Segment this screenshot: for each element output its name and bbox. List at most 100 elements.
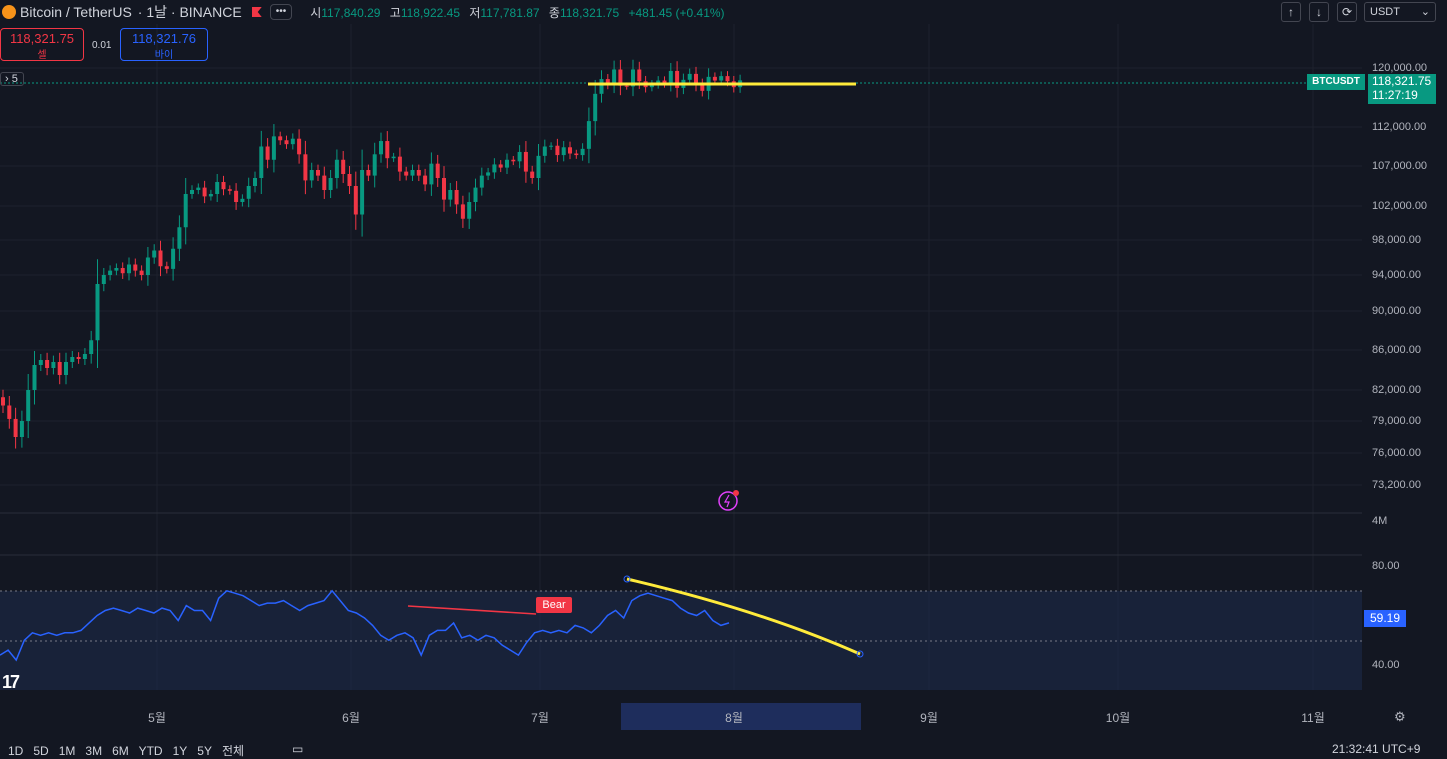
candle — [523, 151, 528, 172]
candle — [120, 268, 125, 274]
candle — [561, 147, 566, 156]
candle — [580, 148, 585, 156]
scroll-down-button[interactable]: ↓ — [1309, 2, 1329, 22]
ticker-tag: BTCUSDT — [1307, 74, 1365, 90]
candle — [423, 175, 428, 185]
candle — [284, 140, 289, 145]
candle — [95, 284, 100, 341]
time-tick-label: 9월 — [920, 711, 938, 725]
candle — [328, 178, 333, 190]
candle — [57, 362, 62, 375]
candle — [435, 163, 440, 178]
candle — [290, 138, 295, 145]
settings-gear-icon[interactable]: ⚙ — [1394, 709, 1406, 724]
price-tick-label: 98,000.00 — [1372, 234, 1421, 246]
scroll-up-button[interactable]: ↑ — [1281, 2, 1301, 22]
time-range-highlight — [621, 703, 861, 730]
tradingview-logo[interactable]: 17 — [2, 672, 20, 692]
candle — [530, 171, 535, 178]
candle — [171, 248, 176, 269]
candle — [271, 136, 276, 160]
candle — [649, 84, 654, 88]
candle — [19, 421, 24, 437]
time-tick-label: 5월 — [148, 711, 166, 725]
candle — [404, 171, 409, 176]
candle — [76, 357, 81, 359]
candle — [479, 175, 484, 188]
candle — [221, 182, 226, 190]
time-tick-label: 11월 — [1301, 711, 1325, 725]
price-change: +481.45 (+0.41%) — [628, 5, 725, 20]
candle — [568, 147, 572, 154]
candle — [202, 187, 207, 197]
calendar-icon[interactable]: ▭ — [292, 742, 304, 756]
candle — [700, 84, 705, 91]
candle — [82, 354, 87, 359]
more-options-button[interactable]: ••• — [269, 4, 293, 20]
candle — [183, 194, 188, 228]
sell-button[interactable]: 118,321.75 셀 — [0, 28, 84, 61]
candle — [385, 141, 390, 159]
time-tick-label: 8월 — [725, 711, 743, 725]
candle — [145, 257, 150, 275]
candle — [278, 136, 283, 141]
candle — [13, 418, 18, 437]
indicators-toggle[interactable]: › 5 — [0, 72, 24, 86]
candle — [397, 156, 402, 172]
candle — [429, 163, 434, 185]
candle — [586, 121, 591, 149]
candle — [725, 76, 730, 82]
candle — [549, 145, 554, 147]
candle — [605, 79, 610, 85]
candle — [536, 155, 541, 178]
candle — [694, 73, 698, 85]
candle — [70, 357, 75, 362]
candle — [114, 268, 119, 271]
candle — [316, 170, 320, 176]
spread-value: 0.01 — [92, 40, 112, 51]
candle — [360, 170, 365, 215]
candle — [505, 159, 509, 168]
candle — [511, 159, 516, 162]
candle — [574, 153, 579, 156]
candle — [662, 80, 667, 84]
candle — [208, 194, 213, 197]
candle — [631, 69, 635, 87]
chart-grid — [0, 24, 1362, 690]
buy-button[interactable]: 118,321.76 바이 — [120, 28, 208, 61]
chevron-down-icon: ⌄ — [1420, 6, 1430, 18]
candle — [227, 189, 232, 191]
candle — [454, 190, 459, 205]
candle — [379, 141, 383, 155]
trend-line-drawing — [626, 577, 861, 656]
candle — [303, 154, 308, 181]
candle — [473, 187, 478, 202]
candle — [492, 164, 497, 173]
price-tick-label: 79,000.00 — [1372, 415, 1421, 427]
price-tick-label: 90,000.00 — [1372, 305, 1421, 317]
currency-select[interactable]: USDT ⌄ — [1364, 2, 1436, 22]
price-chart[interactable] — [0, 24, 1362, 690]
symbol-name[interactable]: Bitcoin / TetherUS — [20, 4, 132, 20]
range-buttons[interactable]: 1D 5D 1M 3M 6M YTD 1Y 5Y 전체 — [8, 744, 245, 758]
candle — [164, 266, 169, 269]
candle — [448, 190, 453, 200]
candle — [108, 270, 113, 275]
candle — [265, 146, 270, 160]
candle — [259, 146, 264, 178]
candle — [240, 198, 245, 202]
candle — [246, 186, 251, 199]
candle — [416, 170, 421, 176]
current-price-label: 118,321.75 11:27:19 — [1368, 74, 1436, 104]
trend-line-end-handle — [856, 650, 864, 658]
rsi-value-label: 59.19 — [1364, 610, 1406, 627]
trend-line-start-handle — [623, 575, 631, 583]
refresh-icon[interactable]: ⟳ — [1337, 2, 1357, 22]
candle — [89, 340, 94, 354]
candle — [637, 69, 642, 82]
price-tick-label: 107,000.00 — [1372, 160, 1428, 172]
bear-label: Bear — [536, 597, 572, 613]
flag-icon[interactable] — [251, 7, 262, 17]
candle — [675, 70, 680, 88]
price-tick-label: 73,200.00 — [1372, 479, 1421, 491]
